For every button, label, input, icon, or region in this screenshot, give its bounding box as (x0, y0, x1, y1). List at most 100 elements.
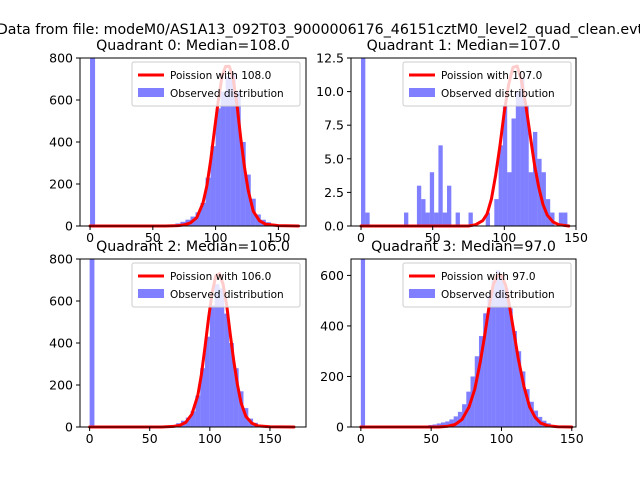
quadrant-1-title: Quadrant 1: Median=107.0 (367, 38, 561, 54)
histogram-bar (470, 376, 475, 427)
histogram-bar (563, 212, 568, 226)
legend-label-fit: Poission with 97.0 (441, 271, 536, 283)
histogram-bar (468, 212, 473, 226)
histogram-bar (230, 72, 236, 226)
histogram-bar (502, 105, 508, 226)
histogram-bar (521, 371, 526, 427)
histogram-bar (511, 118, 516, 226)
histogram-bar (200, 202, 206, 226)
y-tick-label: 7.5 (324, 118, 344, 133)
histogram-bar (483, 313, 488, 427)
histogram-bar (447, 185, 452, 226)
histogram-bar (520, 78, 525, 226)
y-tick-label: 200 (49, 378, 73, 393)
x-tick-label: 50 (145, 230, 161, 245)
x-tick-label: 100 (204, 230, 228, 245)
y-tick-label: 600 (320, 268, 344, 283)
x-tick-label: 0 (86, 431, 94, 446)
y-tick-label: 400 (49, 135, 73, 150)
x-tick-label: 150 (560, 431, 584, 446)
histogram-bar (545, 199, 551, 226)
histogram-bar (360, 259, 366, 427)
y-tick-label: 800 (49, 51, 73, 66)
histogram-bar (500, 275, 505, 427)
histogram-bar (425, 212, 430, 226)
y-tick-label: 5.0 (324, 151, 344, 166)
histogram-bar (529, 401, 534, 427)
legend-label-fit: Poission with 107.0 (441, 70, 542, 82)
histogram-bar (487, 295, 492, 427)
histogram-bar (478, 336, 484, 427)
histogram-bar (434, 212, 439, 226)
histogram-bar (491, 280, 496, 427)
histogram-bar (209, 305, 215, 427)
histogram-bar (504, 288, 509, 427)
histogram-bar (361, 58, 366, 226)
legend-patch-swatch (409, 289, 435, 298)
legend-label-observed: Observed distribution (170, 289, 284, 301)
y-tick-label: 200 (320, 369, 344, 384)
legend-label-fit: Poission with 106.0 (170, 271, 271, 283)
x-tick-label: 0 (86, 230, 94, 245)
histogram-bar (485, 212, 491, 226)
y-tick-label: 400 (49, 336, 73, 351)
legend-box (131, 262, 301, 308)
histogram-bar (442, 212, 448, 226)
histogram-bar (200, 368, 206, 427)
y-tick-label: 800 (49, 252, 73, 267)
y-tick-label: 0 (65, 219, 73, 234)
histogram-bar (525, 389, 530, 427)
histogram-bar (512, 331, 517, 427)
histogram-bar (438, 145, 443, 226)
quadrant-0-chart: 0 50 100 150 0 200 400 600 800 Quadrant 0: Median… (49, 38, 307, 245)
quadrant-1-chart: 0 50 100 150 0.0 2.5 5.0 7.5 10.0 12.5 Quadrant 1:… (316, 38, 588, 245)
histogram-bar (416, 185, 422, 226)
histogram-bar (205, 177, 211, 226)
histogram-bar (455, 212, 460, 226)
histogram-bar (507, 172, 512, 226)
histogram-bar (436, 423, 441, 427)
y-tick-label: 200 (49, 177, 73, 192)
histogram-bar (225, 76, 231, 227)
histogram-bar (524, 105, 529, 226)
histogram-bar (214, 284, 220, 427)
x-tick-label: 150 (258, 431, 282, 446)
quadrant-0-title: Quadrant 0: Median=108.0 (96, 38, 290, 54)
histogram-bar (190, 411, 196, 427)
histogram-bar (516, 351, 522, 427)
x-tick-label: 150 (266, 230, 290, 245)
y-tick-label: 0.0 (324, 219, 344, 234)
histogram-bar (495, 270, 501, 427)
y-tick-label: 2.5 (324, 185, 344, 200)
histogram-bar (233, 368, 239, 427)
x-tick-label: 0 (357, 431, 365, 446)
histogram-bar (245, 174, 251, 226)
y-tick-label: 400 (320, 318, 344, 333)
legend-patch-swatch (138, 289, 164, 298)
histogram-bar (449, 419, 454, 427)
histogram-bar (235, 91, 241, 226)
y-tick-label: 10.0 (316, 84, 344, 99)
histogram-bar (515, 91, 521, 226)
histogram-bar (229, 343, 234, 427)
histogram-bar (238, 391, 244, 427)
x-tick-label: 150 (564, 230, 588, 245)
axes-frame (350, 258, 577, 428)
legend-label-observed: Observed distribution (441, 289, 555, 301)
legend-label-observed: Observed distribution (170, 88, 284, 100)
histogram-bar (445, 421, 450, 427)
legend-box (131, 61, 301, 107)
histogram-bar (528, 172, 534, 226)
histogram-bar (90, 58, 96, 226)
histogram-bar (558, 212, 564, 226)
y-tick-label: 600 (49, 294, 73, 309)
figure-suptitle: Data from file: modeM0/AS1A13_092T03_900… (0, 22, 640, 38)
legend-patch-swatch (138, 88, 164, 97)
histogram-bar (89, 259, 95, 427)
histogram-bar (404, 212, 409, 226)
axes-frame (350, 57, 577, 227)
legend-label-fit: Poission with 108.0 (170, 70, 271, 82)
histogram-bar (508, 308, 513, 427)
y-tick-label: 600 (49, 93, 73, 108)
